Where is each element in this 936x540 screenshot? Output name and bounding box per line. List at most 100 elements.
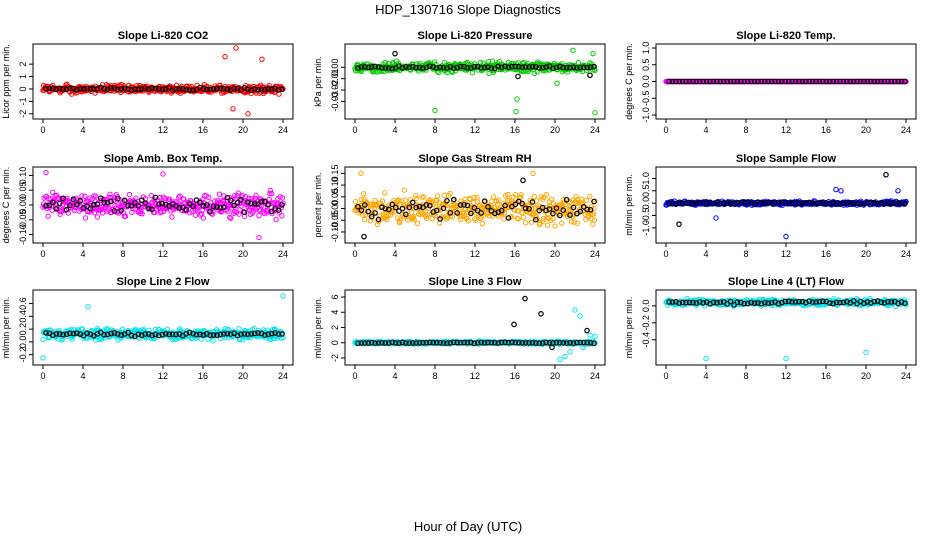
outlier-point xyxy=(358,170,364,177)
y-tick-label: 0.0 xyxy=(18,336,28,349)
mean-point xyxy=(844,78,850,85)
mean-point xyxy=(197,331,203,338)
mean-point xyxy=(570,340,577,347)
mean-point xyxy=(118,207,125,214)
mean-point xyxy=(43,85,49,92)
mean-outlier xyxy=(511,321,517,328)
data-point xyxy=(489,58,496,64)
mean-point xyxy=(135,203,142,209)
mean-point xyxy=(696,199,703,206)
mean-point xyxy=(782,78,789,85)
x-tick-label: 20 xyxy=(550,249,560,259)
mean-point xyxy=(248,200,255,207)
outlier-point xyxy=(590,50,596,57)
plot-points xyxy=(663,295,909,362)
mean-point xyxy=(60,331,66,338)
mean-point xyxy=(152,331,159,338)
y-tick-label: 0 xyxy=(18,86,28,91)
data-point xyxy=(515,216,521,222)
data-point xyxy=(267,187,274,194)
data-point xyxy=(423,215,430,222)
mean-point xyxy=(556,212,563,219)
mean-point xyxy=(67,202,73,209)
mean-point xyxy=(430,339,437,346)
mean-point xyxy=(498,64,505,71)
mean-point xyxy=(145,86,152,92)
mean-point xyxy=(717,200,724,206)
mean-point xyxy=(464,202,471,209)
y-tick-label: -0.05 xyxy=(330,210,340,231)
mean-point xyxy=(440,205,447,212)
mean-point xyxy=(43,202,49,209)
data-point xyxy=(273,216,279,223)
mean-point xyxy=(132,199,138,206)
panel-title: Slope Gas Stream RH xyxy=(418,153,531,165)
mean-point xyxy=(399,205,406,212)
mean-point xyxy=(108,330,114,337)
mean-point xyxy=(591,198,597,205)
mean-outlier xyxy=(522,295,528,302)
mean-point xyxy=(533,216,539,223)
mean-point xyxy=(406,340,413,346)
mean-point xyxy=(731,78,737,85)
outlier-point xyxy=(222,53,228,60)
data-point xyxy=(374,221,381,228)
data-point xyxy=(227,214,233,221)
mean-point xyxy=(861,78,867,85)
mean-point xyxy=(710,299,717,306)
mean-point xyxy=(495,63,502,70)
mean-point xyxy=(717,78,724,85)
mean-point xyxy=(125,86,131,92)
outlier-point xyxy=(530,170,536,177)
mean-point xyxy=(173,331,179,338)
mean-point xyxy=(224,330,231,337)
data-point xyxy=(79,193,85,199)
outlier-point xyxy=(245,111,251,117)
x-tick-label: 20 xyxy=(238,249,248,259)
mean-point xyxy=(262,86,268,93)
mean-point xyxy=(878,199,884,206)
mean-point xyxy=(152,85,159,92)
outlier-point xyxy=(557,356,563,363)
mean-point xyxy=(498,207,505,214)
data-point xyxy=(550,216,556,222)
mean-point xyxy=(755,300,761,306)
mean-point xyxy=(765,300,771,306)
mean-point xyxy=(156,332,162,339)
data-point xyxy=(382,190,388,196)
mean-point xyxy=(485,339,491,346)
mean-point xyxy=(765,78,771,85)
data-point xyxy=(266,82,272,89)
mean-point xyxy=(447,210,454,216)
data-point xyxy=(543,191,550,198)
mean-point xyxy=(46,202,53,209)
mean-point xyxy=(874,200,881,207)
mean-point xyxy=(450,65,457,72)
data-point xyxy=(279,195,286,201)
mean-point xyxy=(854,200,860,207)
mean-point xyxy=(217,205,224,211)
mean-point xyxy=(775,78,782,85)
data-point xyxy=(411,216,417,223)
mean-point xyxy=(406,64,413,71)
y-tick-label: 0.15 xyxy=(330,165,340,183)
mean-point xyxy=(553,339,560,346)
outlier-point xyxy=(587,332,593,338)
mean-point xyxy=(461,63,467,70)
mean-point xyxy=(60,195,66,202)
mean-point xyxy=(67,85,73,92)
data-point xyxy=(267,190,273,197)
mean-point xyxy=(454,339,460,346)
mean-point xyxy=(63,206,70,213)
mean-point xyxy=(427,63,433,69)
mean-point xyxy=(63,86,70,93)
mean-point xyxy=(416,340,423,346)
data-point xyxy=(467,196,473,203)
mean-point xyxy=(275,207,282,213)
outlier-point xyxy=(43,169,49,176)
mean-point xyxy=(806,78,813,85)
mean-point xyxy=(149,85,155,91)
mean-point xyxy=(385,340,392,346)
